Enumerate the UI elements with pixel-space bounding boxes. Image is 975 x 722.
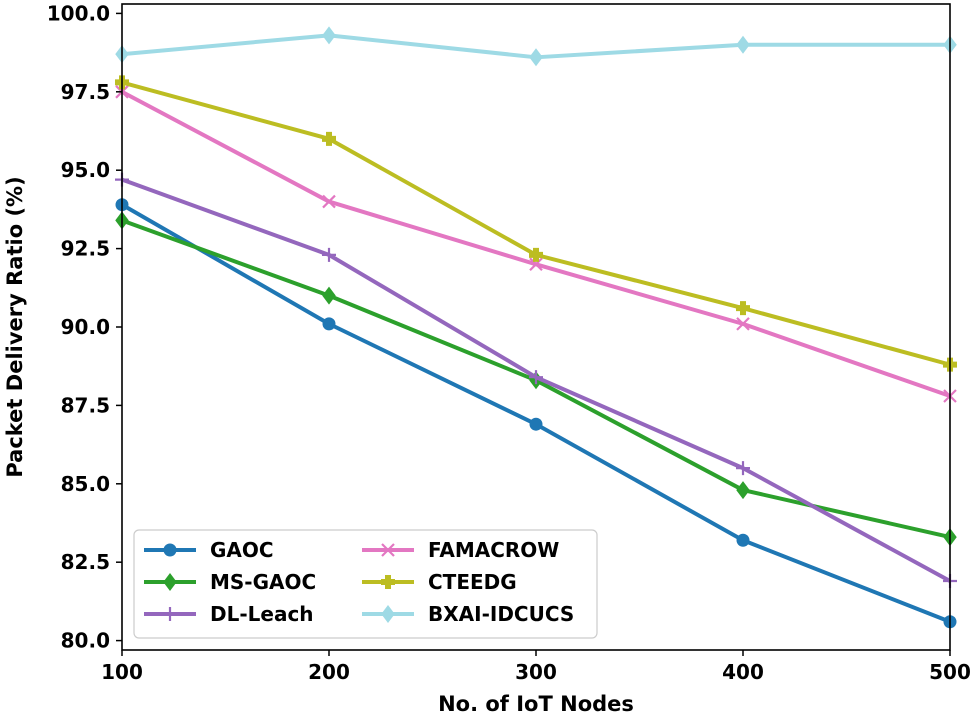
legend-marker bbox=[381, 543, 395, 557]
data-point bbox=[322, 317, 336, 331]
series-bxai-idcucs bbox=[115, 26, 957, 67]
y-tick-label: 100.0 bbox=[47, 1, 110, 25]
legend-label: CTEEDG bbox=[428, 570, 517, 594]
data-point bbox=[529, 247, 543, 262]
data-point bbox=[529, 417, 543, 431]
x-tick-label: 100 bbox=[101, 660, 143, 684]
data-point bbox=[736, 35, 750, 54]
legend-label: FAMACROW bbox=[428, 538, 559, 562]
legend-label: DL-Leach bbox=[210, 602, 314, 626]
data-point bbox=[322, 247, 336, 262]
series-layer bbox=[115, 26, 957, 629]
y-tick-label: 95.0 bbox=[61, 158, 110, 182]
data-point bbox=[529, 370, 543, 385]
y-tick-label: 90.0 bbox=[61, 315, 110, 339]
y-tick-label: 85.0 bbox=[61, 472, 110, 496]
legend-entry: GAOC bbox=[144, 538, 274, 562]
data-point bbox=[322, 131, 336, 146]
legend-marker bbox=[163, 607, 177, 621]
legend-entry: BXAI-IDCUCS bbox=[362, 602, 574, 626]
y-tick-label: 92.5 bbox=[61, 237, 110, 261]
y-tick-label: 87.5 bbox=[61, 393, 110, 417]
data-point bbox=[529, 257, 543, 272]
x-tick-label: 400 bbox=[722, 660, 764, 684]
ticks-layer: 100 200 300 400 500 80.0 82.5 85.0 87.5 90.0 92.5 9… bbox=[47, 1, 971, 684]
x-axis-title: No. of IoT Nodes bbox=[438, 692, 634, 716]
legend-label: GAOC bbox=[210, 538, 274, 562]
data-point bbox=[322, 26, 336, 45]
y-axis-title: Packet Delivery Ratio (%) bbox=[3, 176, 27, 477]
y-tick-label: 97.5 bbox=[61, 80, 110, 104]
y-tick-label: 82.5 bbox=[61, 550, 110, 574]
data-point bbox=[322, 286, 336, 305]
data-point bbox=[736, 301, 750, 316]
data-point bbox=[736, 481, 750, 500]
data-point bbox=[736, 461, 750, 476]
data-point bbox=[322, 194, 336, 209]
legend-entry: FAMACROW bbox=[362, 538, 559, 562]
legend-marker bbox=[163, 573, 177, 591]
x-tick-label: 300 bbox=[515, 660, 557, 684]
data-point bbox=[529, 48, 543, 67]
series-line bbox=[121, 90, 951, 398]
legend-marker bbox=[381, 575, 395, 589]
legend-entry: DL-Leach bbox=[144, 602, 314, 626]
legend-label: BXAI-IDCUCS bbox=[428, 602, 574, 626]
data-point bbox=[736, 317, 750, 331]
series-famacrow bbox=[115, 85, 957, 403]
x-tick-label: 500 bbox=[929, 660, 971, 684]
series-dl-leach bbox=[115, 172, 957, 589]
x-tick-label: 200 bbox=[308, 660, 350, 684]
data-point bbox=[736, 533, 750, 547]
legend-marker bbox=[381, 605, 395, 623]
legend-label: MS-GAOC bbox=[210, 570, 316, 594]
legend-entry: CTEEDG bbox=[362, 570, 517, 594]
legend: GAOC MS-GAOC DL-Leach FAMACROW CTEEDG BXAI-ID… bbox=[133, 529, 598, 639]
y-tick-label: 80.0 bbox=[61, 629, 110, 653]
legend-marker bbox=[163, 543, 177, 557]
legend-entry: MS-GAOC bbox=[144, 570, 316, 594]
